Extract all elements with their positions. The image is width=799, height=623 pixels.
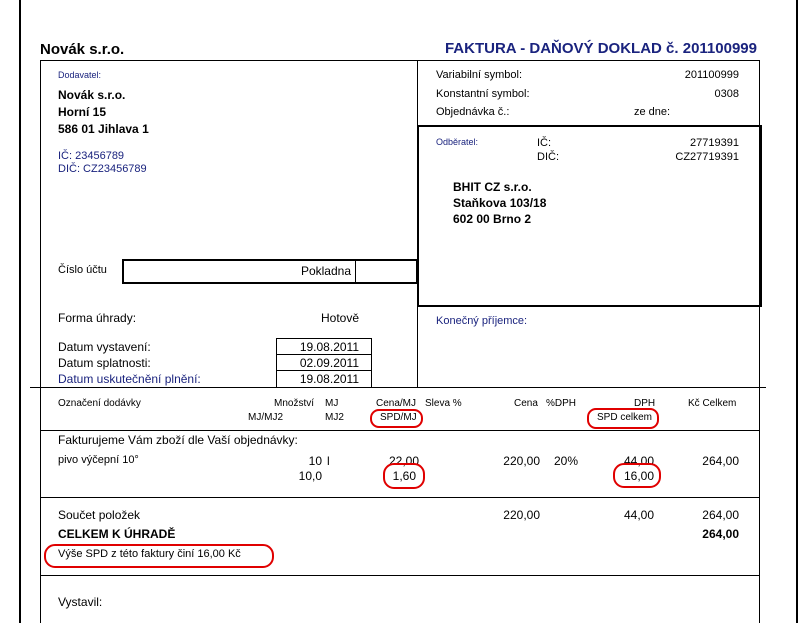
item-vat-pct: 20% <box>554 454 579 468</box>
items-divider <box>40 497 759 498</box>
taxable-date-label: Datum uskutečnění plnění: <box>58 372 201 386</box>
sum-vat: 44,00 <box>623 508 654 522</box>
account-value: Pokladna <box>300 264 351 278</box>
supplier-city: 586 01 Jihlava 1 <box>58 122 149 136</box>
supplier-label: Dodavatel: <box>58 70 102 80</box>
box-top-border <box>40 60 759 61</box>
order-date-label: ze dne: <box>634 106 671 118</box>
dates-box-row-2 <box>276 370 371 371</box>
grand-total-label: CELKEM K ÚHRADĚ <box>58 527 176 541</box>
variable-symbol-value: 201100999 <box>684 69 739 81</box>
taxable-date-value: 19.08.2011 <box>299 372 359 386</box>
header-divider <box>40 430 759 431</box>
constant-symbol-value: 0308 <box>714 88 739 100</box>
supplier-ic: IČ: 23456789 <box>58 150 125 162</box>
item-qty: 10 <box>308 454 322 468</box>
customer-city: 602 00 Brno 2 <box>453 212 532 226</box>
dates-box-row-1 <box>276 354 371 355</box>
payment-method-value: Hotově <box>321 311 360 325</box>
box-left-border <box>40 60 41 623</box>
item-spd-total: 16,00 <box>623 469 654 483</box>
dates-box <box>276 338 372 388</box>
account-box-divider <box>355 261 356 282</box>
grand-total-value: 264,00 <box>702 527 739 541</box>
col-price: Cena <box>514 398 538 409</box>
highlight-spd-total-value <box>613 463 661 488</box>
order-number-label: Objednávka č.: <box>436 106 510 118</box>
sum-price: 220,00 <box>503 508 540 522</box>
issued-date-value: 19.08.2011 <box>299 340 359 354</box>
col-mj-mj2: MJ/MJ2 <box>248 412 283 423</box>
issued-date-label: Datum vystavení: <box>58 340 151 354</box>
due-date-label: Datum splatnosti: <box>58 356 151 370</box>
account-box <box>122 259 418 284</box>
intro-text: Fakturujeme Vám zboží dle Vaší objednávk… <box>58 433 298 447</box>
col-price-mj: Cena/MJ <box>376 398 417 409</box>
col-discount: Sleva % <box>425 398 462 409</box>
col-qty: Množství <box>274 398 315 409</box>
item-total: 264,00 <box>702 454 739 468</box>
col-spd-mj: SPD/MJ <box>380 412 417 423</box>
variable-symbol-label: Variabilní symbol: <box>436 69 522 81</box>
summary-divider <box>40 575 759 576</box>
company-name: Novák s.r.o. <box>40 41 125 58</box>
spd-note: Výše SPD z této faktury činí 16,00 Kč <box>58 548 241 560</box>
item-mj: l <box>327 454 330 468</box>
item-qty2: 10,0 <box>298 469 322 483</box>
col-spd-total: SPD celkem <box>597 412 653 423</box>
sum-total: 264,00 <box>702 508 739 522</box>
col-total: Kč Celkem <box>688 398 737 409</box>
account-label: Číslo účtu <box>58 264 107 276</box>
document-title: FAKTURA - DAŇOVÝ DOKLAD č. 201100999 <box>444 40 757 57</box>
horizontal-rule <box>30 387 766 388</box>
box-right-border <box>759 60 760 623</box>
item-name: pivo výčepní 10° <box>58 454 139 466</box>
customer-ic-label: IČ: <box>537 137 552 149</box>
item-spd-mj: 1,60 <box>392 469 416 483</box>
page-border-right <box>796 0 798 623</box>
payment-method-label: Forma úhrady: <box>58 311 137 325</box>
col-mj: MJ <box>325 398 339 409</box>
customer-box <box>417 125 762 307</box>
due-date-value: 02.09.2011 <box>299 356 359 370</box>
col-vat-pct: %DPH <box>546 398 577 409</box>
highlight-spd-total-header <box>587 408 659 429</box>
customer-name: BHIT CZ s.r.o. <box>453 180 532 194</box>
highlight-spd-mj-header <box>370 409 423 428</box>
supplier-dic: DIČ: CZ23456789 <box>58 163 147 175</box>
final-recipient-label: Konečný příjemce: <box>436 315 528 327</box>
item-price: 220,00 <box>503 454 540 468</box>
col-item: Označení dodávky <box>58 398 141 409</box>
customer-label: Odběratel: <box>436 137 479 147</box>
customer-dic-value: CZ27719391 <box>675 151 739 163</box>
customer-dic-label: DIČ: <box>537 151 559 163</box>
highlight-spd-note <box>44 544 274 568</box>
issued-by-label: Vystavil: <box>58 595 103 609</box>
constant-symbol-label: Konstantní symbol: <box>436 88 530 100</box>
col-mj2: MJ2 <box>325 412 344 423</box>
sum-label: Součet položek <box>58 508 141 522</box>
col-vat: DPH <box>634 398 656 409</box>
customer-street: Staňkova 103/18 <box>453 196 547 210</box>
supplier-street: Horní 15 <box>58 105 107 119</box>
supplier-name: Novák s.r.o. <box>58 88 126 102</box>
highlight-spd-mj-value <box>383 463 425 489</box>
page-border-left <box>19 0 21 623</box>
customer-ic-value: 27719391 <box>690 137 739 149</box>
